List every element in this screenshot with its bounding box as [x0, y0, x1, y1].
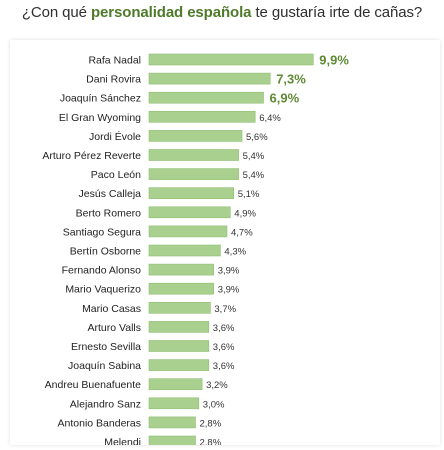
value-label: 6,9% [270, 91, 300, 106]
value-label: 3,6% [213, 323, 235, 334]
category-label: Fernando Alonso [62, 265, 142, 277]
category-label: Jesús Calleja [79, 188, 142, 200]
value-label: 2,8% [200, 418, 222, 429]
title-highlight: personalidad española [90, 4, 252, 21]
bar [148, 263, 214, 276]
category-label: El Gran Wyoming [59, 112, 141, 124]
bar [148, 91, 264, 104]
bar-chart: Rafa Nadal 9,9% Dani Rovira 7,3% Joaquín Sán… [42, 53, 349, 446]
value-label: 9,9% [319, 53, 349, 68]
bar [148, 416, 196, 429]
bar [148, 53, 314, 66]
category-label: Berto Romero [76, 207, 142, 219]
bar [148, 187, 234, 199]
value-label: 2,8% [200, 438, 222, 446]
value-label: 6,4% [259, 113, 281, 124]
bar [148, 244, 221, 257]
category-label: Antonio Banderas [58, 417, 141, 429]
value-label: 4,9% [234, 208, 256, 219]
category-label: Arturo Pérez Reverte [42, 150, 141, 162]
value-label: 5,4% [243, 151, 265, 162]
title-suffix: te gustaría irte de cañas? [251, 4, 423, 21]
category-label: Alejandro Sanz [70, 398, 141, 410]
bar [148, 359, 210, 371]
bar [148, 397, 200, 410]
bar [148, 168, 239, 180]
category-label: Bertín Osborne [70, 246, 141, 258]
value-label: 5,4% [243, 170, 265, 181]
value-label: 3,7% [214, 304, 236, 315]
value-label: 3,9% [218, 266, 240, 277]
value-label: 3,6% [213, 342, 235, 353]
bar [148, 130, 243, 142]
category-label: Melendi [104, 437, 141, 446]
category-label: Dani Rovira [86, 74, 141, 86]
bar [148, 321, 210, 333]
bar [148, 378, 203, 391]
bar [148, 225, 228, 238]
value-label: 3,9% [218, 285, 240, 296]
bar [148, 206, 231, 219]
category-label: Andreu Buenafuente [45, 379, 141, 391]
category-label: Paco León [91, 169, 141, 181]
value-label: 3,0% [203, 399, 225, 410]
category-label: Ernesto Sevilla [71, 341, 141, 353]
value-label: 3,6% [213, 361, 235, 372]
value-label: 3,2% [206, 380, 228, 391]
category-label: Mario Casas [82, 303, 141, 315]
category-label: Joaquín Sánchez [60, 93, 141, 105]
category-label: Arturo Valls [88, 322, 142, 334]
value-label: 4,7% [231, 227, 253, 238]
bar [148, 111, 256, 123]
value-label: 7,3% [276, 72, 306, 87]
bar [148, 340, 210, 352]
value-label: 5,1% [238, 189, 260, 200]
category-label: Joaquín Sabina [68, 360, 141, 372]
title-prefix: ¿Con qué [21, 4, 91, 21]
bar [148, 72, 271, 85]
category-label: Santiago Segura [63, 226, 141, 238]
category-label: Rafa Nadal [88, 55, 141, 67]
chart-panel: Rafa Nadal 9,9% Dani Rovira 7,3% Joaquín Sán… [10, 40, 440, 445]
value-label: 5,6% [246, 132, 268, 143]
bar [148, 301, 211, 314]
category-label: Mario Vaquerizo [65, 284, 141, 296]
value-label: 4,3% [224, 247, 246, 258]
chart-title: ¿Con qué personalidad española te gustar… [0, 4, 444, 21]
bar [148, 435, 196, 445]
bar [148, 282, 214, 295]
category-label: Jordi Évole [89, 130, 141, 143]
bar [148, 149, 239, 161]
